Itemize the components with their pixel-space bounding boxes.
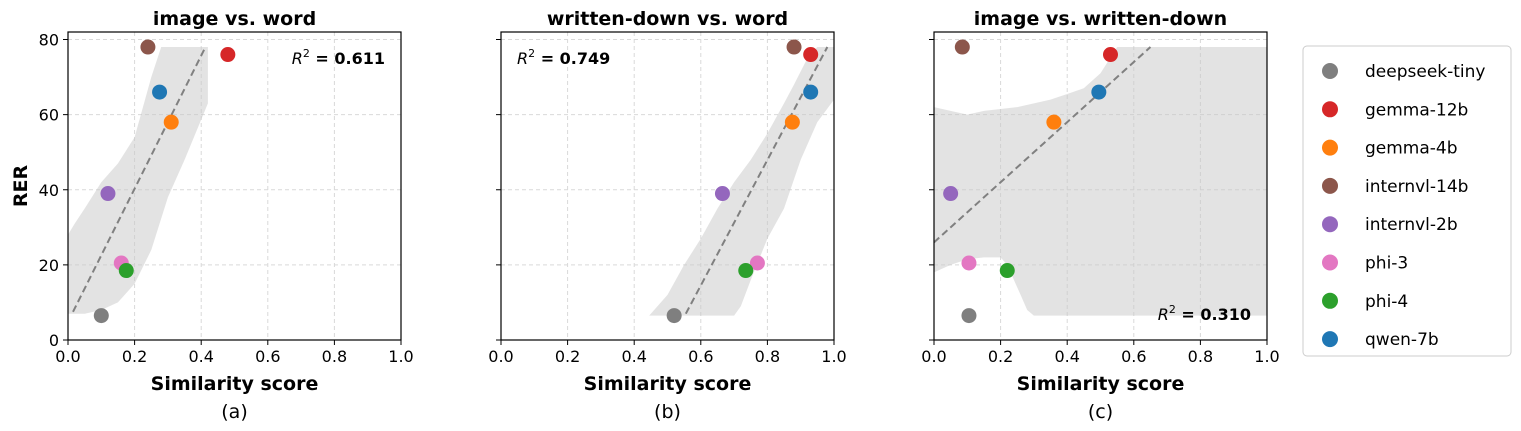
x-axis-label: Similarity score (584, 373, 752, 395)
panel-label: (c) (1088, 401, 1113, 423)
point-gemma-12b (1102, 47, 1118, 63)
panel-1: 0.0 0.2 0.4 0.6 0.8 1.0 0 20 40 60 80 image vs. wor… (10, 8, 414, 423)
panel-title: image vs. word (153, 8, 316, 30)
point-phi-3 (749, 255, 765, 271)
panel-title: written-down vs. word (547, 8, 788, 30)
point-internvl-2b (100, 186, 116, 202)
y-axis-label: RER (10, 165, 32, 208)
x-tick-label: 0.0 (55, 347, 80, 366)
point-qwen-7b (152, 84, 168, 100)
confidence-band (934, 47, 1267, 316)
r-squared-annotation: R2 = 0.749 (517, 47, 610, 68)
x-tick-label: 0.6 (255, 347, 280, 366)
x-tick-label: 1.0 (821, 347, 846, 366)
y-tick-label: 0 (49, 331, 59, 350)
point-phi-4 (999, 263, 1015, 279)
point-gemma-12b (803, 47, 819, 63)
axes-frame (933, 31, 1268, 341)
point-deepseek-tiny (93, 308, 109, 324)
x-tick-label: 0.8 (755, 347, 780, 366)
x-tick-label: 0.8 (1188, 347, 1213, 366)
legend-label-deepseek-tiny: deepseek-tiny (1365, 62, 1485, 82)
point-phi-4 (738, 263, 754, 279)
legend-label-phi-3: phi-3 (1365, 254, 1408, 274)
x-tick-label: 0.2 (122, 347, 147, 366)
x-tick-label: 0.0 (921, 347, 946, 366)
legend-marker-deepseek-tiny (1322, 63, 1338, 79)
legend-items: deepseek-tiny gemma-12b gemma-4b internvl-1… (1322, 62, 1485, 350)
x-tick-label: 0.4 (188, 347, 213, 366)
x-tick-label: 0.6 (688, 347, 713, 366)
point-gemma-4b (1046, 114, 1062, 130)
y-tick-label: 20 (39, 256, 59, 275)
legend-marker-phi-4 (1322, 292, 1338, 309)
legend-label-gemma-4b: gemma-4b (1365, 139, 1458, 159)
x-tick-label: 0.0 (488, 347, 513, 366)
axes-frame (500, 31, 835, 341)
fit-line (684, 46, 829, 315)
point-internvl-14b (954, 39, 970, 55)
panel-3: 0.0 0.2 0.4 0.6 0.8 1.0 image vs. written-down… (921, 8, 1279, 423)
fit-line (934, 46, 1152, 244)
x-tick-label: 0.4 (1054, 347, 1079, 366)
legend-label-gemma-12b: gemma-12b (1365, 100, 1468, 120)
legend: deepseek-tiny gemma-12b gemma-4b internvl-1… (1302, 45, 1512, 357)
legend-label-internvl-2b: internvl-2b (1365, 215, 1458, 235)
legend-marker-internvl-14b (1322, 177, 1338, 194)
panel-title: image vs. written-down (974, 8, 1227, 30)
r-squared-annotation: R2 = 0.611 (292, 47, 385, 68)
panel-label: (b) (654, 401, 681, 423)
legend-marker-gemma-4b (1322, 139, 1338, 156)
x-tick-label: 0.2 (555, 347, 580, 366)
axes-frame (67, 31, 402, 341)
x-tick-label: 0.6 (1121, 347, 1146, 366)
x-tick-label: 0.8 (322, 347, 347, 366)
y-tick-label: 80 (39, 31, 59, 50)
x-tick-label: 1.0 (1254, 347, 1279, 366)
legend-marker-phi-3 (1322, 254, 1338, 271)
point-gemma-12b (220, 47, 236, 63)
x-tick-label: 0.2 (988, 347, 1013, 366)
point-phi-4 (118, 263, 134, 279)
point-gemma-4b (163, 114, 179, 130)
legend-label-internvl-14b: internvl-14b (1365, 177, 1468, 197)
point-qwen-7b (1091, 84, 1107, 100)
point-phi-3 (961, 255, 977, 271)
panels: 0.0 0.2 0.4 0.6 0.8 1.0 0 20 40 60 80 image vs. wor… (10, 8, 1280, 423)
y-tick-label: 60 (39, 106, 59, 125)
panel-2: 0.0 0.2 0.4 0.6 0.8 1.0 written-down vs. word S… (488, 8, 846, 423)
x-axis-label: Similarity score (1017, 373, 1185, 395)
legend-label-qwen-7b: qwen-7b (1365, 330, 1439, 350)
legend-marker-internvl-2b (1322, 216, 1338, 233)
y-tick-label: 40 (39, 181, 59, 200)
point-internvl-2b (714, 186, 730, 202)
x-tick-label: 0.4 (621, 347, 646, 366)
x-tick-label: 1.0 (388, 347, 413, 366)
point-deepseek-tiny (961, 308, 977, 324)
x-axis-label: Similarity score (151, 373, 319, 395)
legend-label-phi-4: phi-4 (1365, 292, 1408, 312)
point-internvl-2b (943, 186, 959, 202)
legend-marker-qwen-7b (1322, 331, 1338, 348)
confidence-band (649, 47, 834, 316)
point-internvl-14b (786, 39, 802, 55)
point-deepseek-tiny (666, 308, 682, 324)
point-gemma-4b (784, 114, 800, 130)
panel-label: (a) (221, 401, 247, 423)
point-qwen-7b (803, 84, 819, 100)
fit-line (72, 48, 206, 313)
r-squared-annotation: R2 = 0.310 (1158, 303, 1251, 324)
legend-marker-gemma-12b (1322, 101, 1338, 118)
legend-frame (1302, 45, 1512, 357)
point-internvl-14b (140, 39, 156, 55)
